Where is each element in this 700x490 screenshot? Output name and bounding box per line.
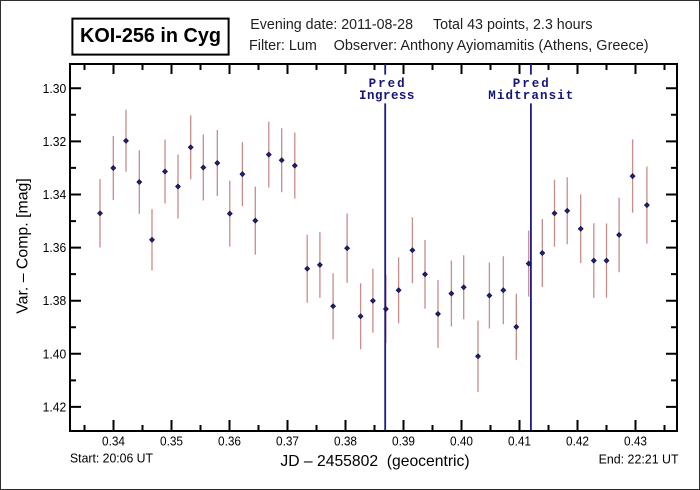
svg-text:0.37: 0.37: [276, 434, 299, 449]
svg-text:1.30: 1.30: [43, 81, 67, 96]
svg-text:KOI-256 in Cyg: KOI-256 in Cyg: [80, 25, 221, 47]
svg-text:0.43: 0.43: [624, 434, 647, 449]
svg-text:0.35: 0.35: [160, 434, 183, 449]
svg-text:JD – 2455802 (geocentric): JD – 2455802 (geocentric): [280, 453, 469, 470]
svg-text:1.34: 1.34: [43, 187, 67, 202]
svg-text:0.38: 0.38: [334, 434, 357, 449]
svg-text:0.42: 0.42: [566, 434, 589, 449]
svg-text:End: 22:21 UT: End: 22:21 UT: [599, 452, 679, 467]
svg-text:1.38: 1.38: [43, 293, 67, 308]
svg-text:Evening date: 2011-08-28: Evening date: 2011-08-28: [250, 17, 413, 33]
svg-text:0.39: 0.39: [392, 434, 415, 449]
svg-text:1.42: 1.42: [43, 399, 67, 414]
svg-text:0.41: 0.41: [508, 434, 531, 449]
svg-text:Midtransit: Midtransit: [488, 89, 573, 103]
svg-text:1.40: 1.40: [43, 346, 67, 361]
svg-text:0.40: 0.40: [450, 434, 473, 449]
svg-text:Observer: Anthony Ayiomamitis: Observer: Anthony Ayiomamitis (Athens, G…: [334, 38, 649, 54]
svg-text:Filter: Lum: Filter: Lum: [249, 38, 317, 54]
svg-text:Var. – Comp. [mag]: Var. – Comp. [mag]: [15, 178, 32, 314]
svg-text:0.34: 0.34: [102, 434, 125, 449]
svg-text:Start: 20:06 UT: Start: 20:06 UT: [70, 451, 153, 466]
svg-text:Ingress: Ingress: [359, 89, 415, 103]
svg-text:0.36: 0.36: [218, 434, 241, 449]
svg-text:Total 43 points, 2.3 hours: Total 43 points, 2.3 hours: [433, 17, 593, 33]
svg-text:1.36: 1.36: [43, 240, 67, 255]
svg-text:1.32: 1.32: [43, 134, 67, 149]
